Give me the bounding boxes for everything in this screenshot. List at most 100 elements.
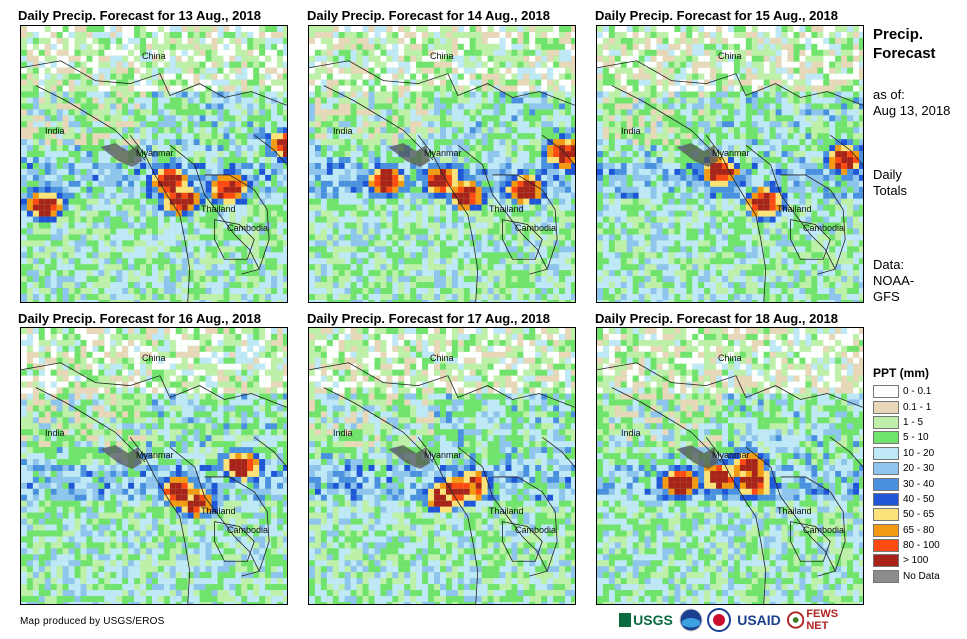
country-label-thailand: Thailand [777,204,812,214]
legend-label: 5 - 10 [903,432,929,444]
country-label-cambodia: Cambodia [515,223,557,233]
legend-swatch [873,539,899,553]
legend-row: 0.1 - 1 [873,399,940,414]
panel-title-5: Daily Precip. Forecast for 17 Aug., 2018 [307,311,551,326]
forecast-map-16-aug: China India Myanmar Thailand Cambodia [20,327,288,605]
forecast-map-15-aug: China India Myanmar Thailand Cambodia [596,25,864,303]
country-label-thailand: Thailand [201,204,236,214]
legend-swatch [873,477,899,491]
country-label-myanmar: Myanmar [136,450,174,460]
country-label-china: China [718,51,742,61]
forecast-map-18-aug: China India Myanmar Thailand Cambodia [596,327,864,605]
legend-row: 40 - 50 [873,492,940,507]
country-label-india: India [621,126,641,136]
legend-label: 80 - 100 [903,540,940,552]
legend-row: 5 - 10 [873,430,940,445]
country-label-thailand: Thailand [201,506,236,516]
fewsnet-logo: FEWS NET [787,606,861,634]
precip-raster [309,26,575,302]
country-label-cambodia: Cambodia [803,223,845,233]
country-label-cambodia: Cambodia [227,223,269,233]
country-label-thailand: Thailand [777,506,812,516]
forecast-map-17-aug: China India Myanmar Thailand Cambodia [308,327,576,605]
panel-title-6: Daily Precip. Forecast for 18 Aug., 2018 [595,311,839,326]
country-label-thailand: Thailand [489,506,524,516]
country-label-myanmar: Myanmar [712,450,750,460]
map-credit: Map produced by USGS/EROS [20,616,165,627]
legend-swatch [873,415,899,429]
legend-label: 65 - 80 [903,524,935,536]
data-source-line2: NOAA- [873,273,915,288]
fewsnet-logo-text: FEWS NET [806,608,839,632]
legend-row: 30 - 40 [873,476,940,491]
country-label-myanmar: Myanmar [136,148,174,158]
precip-raster [309,328,575,604]
precip-raster [21,328,287,604]
forecast-map-14-aug: China India Myanmar Thailand Cambodia [308,25,576,303]
legend-label: No Data [903,570,940,582]
country-label-myanmar: Myanmar [712,148,750,158]
forecast-map-13-aug: China India Myanmar Thailand Cambodia [20,25,288,303]
sidebar-title-line2: Forecast [873,45,936,62]
country-label-india: India [333,126,353,136]
sidebar-title-line1: Precip. [873,26,924,43]
legend-row: No Data [873,569,940,584]
country-label-cambodia: Cambodia [515,525,557,535]
legend-label: 40 - 50 [903,493,935,505]
usaid-seal [706,606,732,634]
usgs-logo-text: USGS [633,612,673,628]
legend-label: > 100 [903,555,929,567]
legend-swatch [873,431,899,445]
legend-row: 20 - 30 [873,461,940,476]
legend-row: 80 - 100 [873,538,940,553]
legend-row: 0 - 0.1 [873,384,940,399]
usaid-logo-text: USAID [737,612,781,628]
legend-row: > 100 [873,553,940,568]
asof-date: Aug 13, 2018 [873,103,951,118]
country-label-india: India [45,126,65,136]
country-label-china: China [718,353,742,363]
data-source-line1: Data: [873,257,905,272]
totals-line2: Totals [873,183,907,198]
totals-line1: Daily [873,167,902,182]
precip-raster [597,328,863,604]
legend-swatch [873,508,899,522]
country-label-cambodia: Cambodia [227,525,269,535]
precip-raster [597,26,863,302]
precip-legend: PPT (mm) 0 - 0.1 0.1 - 1 1 - 5 5 - 10 10 - 2… [873,366,940,584]
legend-row: 50 - 65 [873,507,940,522]
legend-swatch [873,446,899,460]
legend-row: 1 - 5 [873,415,940,430]
country-label-thailand: Thailand [489,204,524,214]
country-label-india: India [45,428,65,438]
legend-label: 0.1 - 1 [903,401,932,413]
country-label-myanmar: Myanmar [424,148,462,158]
legend-title: PPT (mm) [873,366,930,380]
country-label-india: India [333,428,353,438]
country-label-china: China [430,51,454,61]
noaa-logo [678,606,704,634]
legend-row: 65 - 80 [873,523,940,538]
legend-rows: 0 - 0.1 0.1 - 1 1 - 5 5 - 10 10 - 20 20 - 30 3… [873,384,940,584]
legend-swatch [873,400,899,414]
legend-swatch [873,554,899,568]
data-source-line3: GFS [873,289,900,304]
country-label-china: China [142,353,166,363]
country-label-china: China [430,353,454,363]
usaid-logo: USAID [733,606,785,634]
asof-label: as of: [873,87,905,102]
country-label-china: China [142,51,166,61]
panel-title-1: Daily Precip. Forecast for 13 Aug., 2018 [18,8,262,23]
panel-title-2: Daily Precip. Forecast for 14 Aug., 2018 [307,8,551,23]
panel-title-4: Daily Precip. Forecast for 16 Aug., 2018 [18,311,262,326]
precip-raster [21,26,287,302]
legend-swatch [873,569,899,583]
legend-label: 50 - 65 [903,509,935,521]
legend-swatch [873,385,899,399]
legend-swatch [873,462,899,476]
legend-label: 20 - 30 [903,463,935,475]
country-label-cambodia: Cambodia [803,525,845,535]
country-label-myanmar: Myanmar [424,450,462,460]
usgs-logo: USGS [618,606,674,634]
legend-swatch [873,492,899,506]
